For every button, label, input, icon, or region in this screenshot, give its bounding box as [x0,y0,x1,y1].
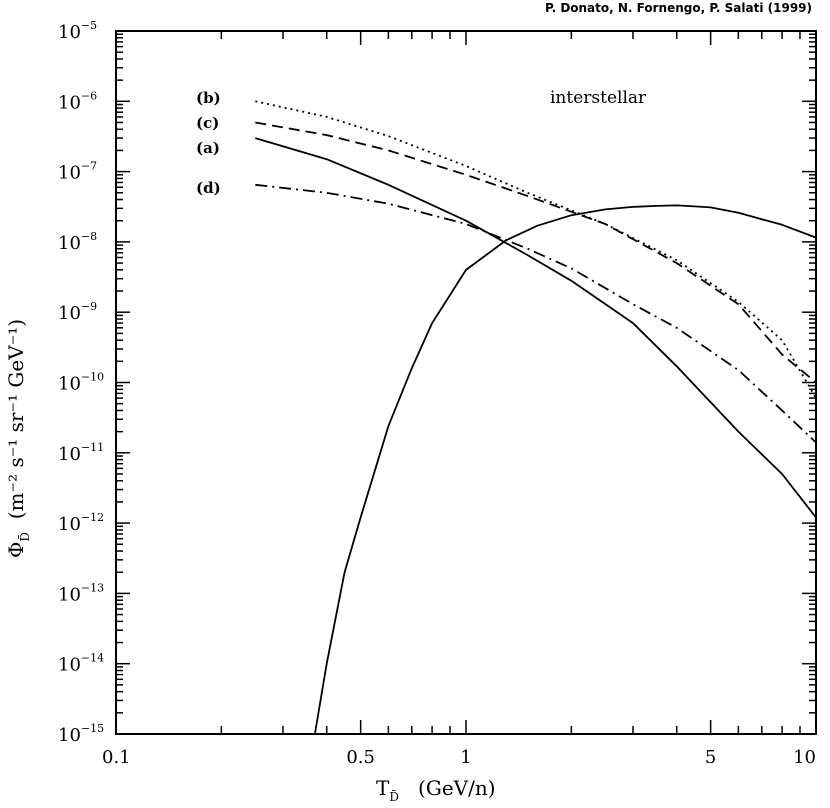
y-tick-label: 10−10 [58,371,104,395]
axis-ticks [115,31,816,735]
y-tick-label: 10−9 [58,300,97,324]
curve-label-b: (b) [196,89,221,107]
y-tick-label: 10−12 [58,511,104,535]
series-line-b [255,100,817,399]
y-tick-label: 10−7 [58,160,97,184]
y-tick-label: 10−14 [58,652,104,676]
y-tick-label: 10−13 [58,581,104,605]
plot-frame [115,30,817,735]
series-line-a [255,137,817,519]
x-axis-subscript: D̄ [389,790,399,804]
x-axis-title: TD̄ (GeV/n) [376,776,496,804]
y-axis-symbol: Φ [4,541,28,558]
x-tick-labels: 0.1 0.5 1 5 10 [102,747,816,768]
annotation-interstellar: interstellar [550,88,647,108]
y-tick-label: 10−11 [58,441,104,465]
curve-label-a: (a) [196,139,220,157]
x-tick-label: 0.5 [346,747,375,768]
y-tick-label: 10−5 [58,19,97,43]
series-line-secondary [314,204,817,735]
x-axis-symbol: T [376,776,390,800]
y-tick-label: 10−15 [58,722,104,746]
curve-label-d: (d) [196,179,221,197]
series-line-c [255,121,817,384]
y-axis-subscript: D̄ [18,531,32,542]
x-tick-label: 0.1 [102,747,131,768]
curve-label-c: (c) [196,114,220,132]
y-tick-label: 10−6 [58,89,97,113]
x-tick-label: 10 [793,747,816,768]
x-tick-label: 1 [460,747,471,768]
credit-text: P. Donato, N. Fornengo, P. Salati (1999) [544,1,812,15]
y-axis-title: ΦD̄ (m⁻² s⁻¹ sr⁻¹ GeV⁻¹) [4,318,32,558]
curves [255,100,817,735]
x-axis-units: (GeV/n) [418,776,496,800]
y-axis-units: (m⁻² s⁻¹ sr⁻¹ GeV⁻¹) [4,318,28,520]
series-line-d [255,183,817,444]
x-tick-label: 5 [705,747,716,768]
y-tick-label: 10−8 [58,230,97,254]
y-tick-labels: 10−5 10−6 10−7 10−8 10−9 10−10 10−11 10−12 10−13… [58,19,104,746]
